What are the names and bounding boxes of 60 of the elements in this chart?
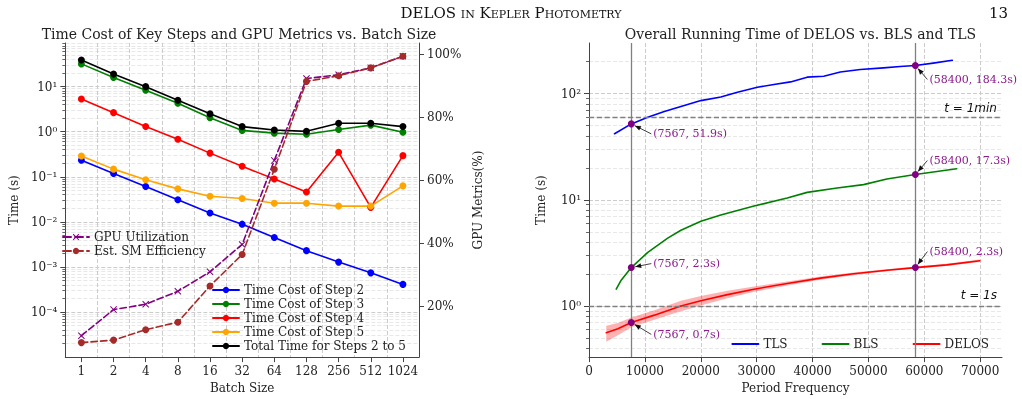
- y-tick-label: 10²: [560, 86, 582, 101]
- x-tick-label: 30000: [737, 364, 776, 379]
- x-tick-label: 1: [77, 364, 86, 379]
- y2-axis-title: GPU Metrics(%): [471, 150, 486, 250]
- y-axis-title: Time (s): [534, 175, 548, 225]
- legend-label: DELOS: [944, 337, 990, 351]
- x-tick-label: 8: [174, 364, 182, 379]
- annotation: (58400, 17.3s): [929, 154, 1011, 168]
- legend-label: Time Cost of Step 5: [243, 325, 365, 339]
- x-tick-label: 60000: [905, 364, 944, 379]
- y-axis-title: Time (s): [7, 175, 21, 225]
- x-tick-label: 128: [295, 364, 318, 379]
- legend-label: Time Cost of Step 4: [243, 311, 365, 325]
- annotation: (7567, 51.9s): [653, 127, 728, 141]
- y-tick-label: 10¹: [560, 192, 581, 207]
- x-tick-label: 10000: [625, 364, 664, 379]
- x-tick-label: 64: [266, 364, 283, 379]
- y-tick-label: 10¹: [37, 79, 58, 94]
- legend-label: TLS: [763, 337, 788, 351]
- legend-label: Time Cost of Step 2: [243, 283, 365, 297]
- x-axis-title: Period Frequency: [741, 381, 850, 395]
- y-tick-label: 10⁻⁴: [30, 305, 58, 320]
- y-tick-label: 10⁻¹: [30, 169, 58, 184]
- y-tick-label: 10⁰: [37, 124, 58, 139]
- chart-title: Time Cost of Key Steps and GPU Metrics vs. Batch Size: [41, 26, 437, 42]
- y-tick-label: 10⁻³: [30, 259, 58, 274]
- ref-line-label: t = 1s: [960, 287, 997, 302]
- legend-label: BLS: [853, 337, 879, 351]
- x-tick-label: 20000: [681, 364, 720, 379]
- legend-label: Est. SM Efficiency: [94, 244, 206, 258]
- y2-tick-label: 80%: [427, 110, 454, 125]
- y2-tick-label: 20%: [427, 299, 454, 314]
- x-tick-label: 2: [109, 364, 118, 379]
- legend-label: Total Time for Steps 2 to 5: [243, 339, 407, 353]
- legend-label: GPU Utilization: [94, 230, 190, 244]
- x-tick-label: 1024: [387, 364, 419, 379]
- x-tick-label: 32: [234, 364, 250, 379]
- text: 13: [988, 4, 1008, 22]
- y2-tick-label: 60%: [427, 173, 454, 188]
- x-axis-title: Batch Size: [209, 381, 275, 395]
- annotation: (7567, 2.3s): [653, 257, 721, 271]
- annotation: (58400, 2.3s): [929, 245, 1004, 259]
- x-tick-label: 16: [202, 364, 218, 379]
- y-tick-label: 10⁻²: [30, 214, 58, 229]
- y2-tick-label: 100%: [427, 47, 462, 62]
- x-tick-label: 256: [327, 364, 351, 379]
- x-tick-label: 70000: [961, 364, 1000, 379]
- text: DELOS in Kepler Photometry: [400, 4, 622, 22]
- x-tick-label: 50000: [849, 364, 888, 379]
- x-tick-label: 40000: [793, 364, 832, 379]
- annotation: t = 1min: [944, 101, 997, 116]
- x-tick-label: 4: [141, 364, 150, 379]
- x-tick-label: 512: [359, 364, 383, 379]
- chart-title: Overall Running Time of DELOS vs. BLS and TLS: [624, 26, 977, 42]
- annotation: (58400, 184.3s): [929, 72, 1018, 86]
- annotation: (7567, 0.7s): [653, 327, 721, 341]
- legend-label: Time Cost of Step 3: [243, 297, 365, 311]
- y2-tick-label: 40%: [427, 236, 454, 251]
- y-tick-label: 10⁰: [560, 298, 582, 313]
- x-tick-label: 0: [585, 364, 593, 379]
